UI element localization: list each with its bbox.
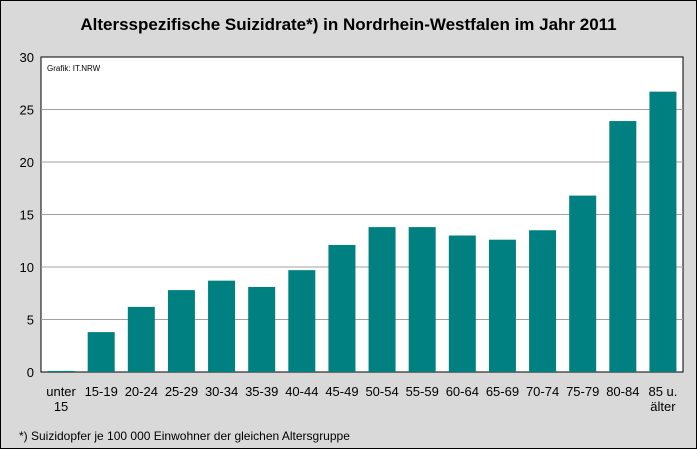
x-tick-label: 60-64 [446,384,479,399]
x-tick-label: 55-59 [406,384,439,399]
y-tick-label: 5 [27,313,34,328]
bar [328,244,356,372]
bar [368,227,396,372]
x-tick-label: unter 15 [46,384,76,414]
x-tick-label: 85 u. älter [648,384,677,414]
bar [167,290,195,372]
y-tick-label: 10 [20,260,34,275]
bar [649,91,677,373]
bar [408,227,436,372]
footnote: *) Suizidopfer je 100 000 Einwohner der … [19,429,350,443]
bar [488,239,516,372]
bar [127,306,155,372]
x-tick-label: 70-74 [526,384,559,399]
source-label: Grafik: IT.NRW [47,64,101,73]
bar [609,121,637,372]
bar [529,230,557,372]
x-tick-label: 75-79 [566,384,599,399]
x-tick-label: 30-34 [205,384,238,399]
x-tick-label: 80-84 [606,384,639,399]
x-tick-label: 25-29 [165,384,198,399]
bar [208,280,236,372]
bar [47,370,75,372]
x-tick-label: 15-19 [85,384,118,399]
x-tick-label: 40-44 [285,384,318,399]
bar [87,332,115,372]
y-tick-label: 25 [20,103,34,118]
bar [448,235,476,372]
x-tick-label: 20-24 [125,384,158,399]
chart-title: Altersspezifische Suizidrate*) in Nordrh… [80,15,617,34]
y-tick-label: 0 [27,365,34,380]
y-tick-label: 15 [20,208,34,223]
bar [569,195,597,372]
bar [288,270,316,372]
x-tick-label: 65-69 [486,384,519,399]
y-tick-label: 30 [20,50,34,65]
bar [248,286,276,372]
x-tick-label: 35-39 [245,384,278,399]
bars [47,91,677,373]
x-axis-ticks: unter 15 15-19 20-24 25-29 30-34 35-39 40-44 45-… [46,384,677,414]
y-tick-label: 20 [20,155,34,170]
y-axis-ticks: 0 5 10 15 20 25 30 [20,50,34,380]
x-tick-label: 45-49 [325,384,358,399]
x-tick-label: 50-54 [365,384,398,399]
